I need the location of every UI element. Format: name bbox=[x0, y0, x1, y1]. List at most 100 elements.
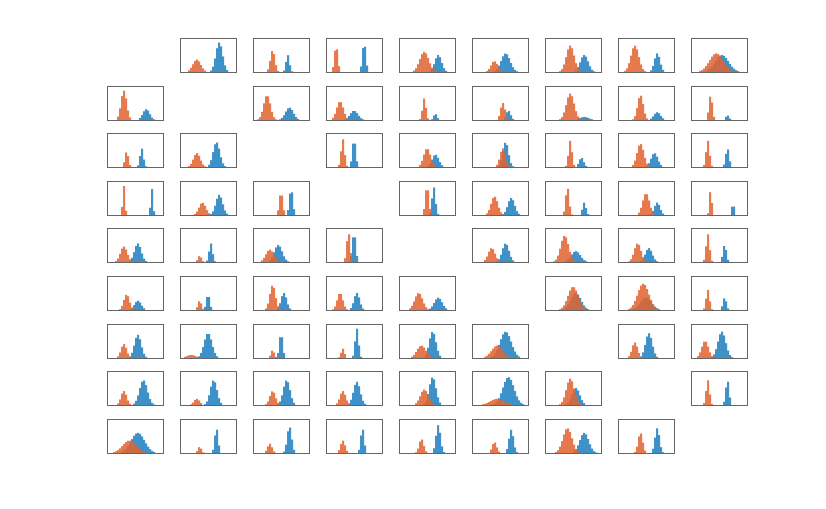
histogram-bar-series-a bbox=[703, 259, 706, 262]
histogram-cell-frame bbox=[618, 419, 675, 454]
histogram-bar-series-b bbox=[591, 119, 594, 120]
histogram-bar-series-b bbox=[723, 298, 726, 310]
histogram-cell-r4-c8 bbox=[618, 181, 675, 216]
histogram-bar-series-a bbox=[490, 351, 493, 358]
histogram-bar-series-b bbox=[656, 428, 659, 453]
histogram-bar-series-b bbox=[285, 444, 288, 453]
histogram-bar-series-a bbox=[196, 398, 199, 405]
histogram-cell-frame bbox=[107, 228, 164, 263]
histogram-bar-series-a bbox=[486, 355, 489, 358]
histogram-cell-r6-c2 bbox=[180, 276, 237, 311]
histogram-bar-series-b bbox=[135, 400, 138, 405]
histogram-bar-series-a bbox=[350, 253, 353, 262]
histogram-bar-series-a bbox=[196, 59, 199, 72]
histogram-bar-series-b bbox=[291, 71, 294, 72]
histogram-bar-series-a bbox=[707, 213, 710, 215]
histogram-bar-series-b bbox=[433, 64, 436, 72]
histogram-bar-series-a bbox=[129, 259, 132, 262]
histogram-cell-frame bbox=[326, 228, 383, 263]
histogram-bar-series-b bbox=[721, 306, 724, 310]
histogram-bar-series-a bbox=[711, 165, 714, 167]
histogram-bar-series-b bbox=[135, 433, 138, 453]
histogram-bar-series-a bbox=[640, 250, 643, 262]
histogram-bar-series-b bbox=[654, 353, 657, 358]
histogram-bar-series-b bbox=[508, 250, 511, 262]
histogram-bar-series-b bbox=[289, 65, 292, 72]
histogram-bar-series-b bbox=[731, 206, 734, 215]
histogram-bar-series-a bbox=[573, 55, 576, 72]
histogram-bar-series-a bbox=[433, 70, 436, 72]
histogram-bar-series-b bbox=[220, 46, 223, 72]
histogram-bar-series-b bbox=[433, 187, 436, 215]
histogram-bar-series-a bbox=[188, 70, 191, 72]
histogram-bar-series-a bbox=[344, 306, 347, 310]
histogram-bar-series-a bbox=[198, 301, 201, 310]
histogram-bar-series-b bbox=[360, 118, 363, 120]
histogram-bar-series-b bbox=[198, 356, 201, 358]
histogram-bar-series-a bbox=[273, 255, 276, 262]
histogram-bar-series-a bbox=[342, 348, 345, 358]
histogram-bar-series-b bbox=[275, 247, 278, 262]
histogram-bar-series-a bbox=[200, 160, 203, 167]
histogram-bar-series-b bbox=[352, 303, 355, 310]
histogram-bar-series-a bbox=[571, 438, 574, 453]
histogram-bar-series-a bbox=[267, 401, 270, 405]
histogram-bar-series-a bbox=[490, 400, 493, 405]
histogram-bar-series-b bbox=[149, 207, 152, 215]
histogram-bar-series-b bbox=[729, 118, 732, 120]
histogram-bar-series-b bbox=[727, 350, 730, 358]
histogram-bar-series-a bbox=[198, 256, 201, 262]
histogram-bar-series-a bbox=[421, 391, 424, 405]
histogram-bar-series-a bbox=[431, 402, 434, 405]
histogram-bar-series-b bbox=[656, 356, 659, 358]
histogram-bar-series-a bbox=[650, 207, 653, 215]
histogram-bar-series-a bbox=[198, 207, 201, 215]
histogram-cell-frame bbox=[326, 133, 383, 168]
histogram-bar-series-a bbox=[634, 45, 637, 72]
histogram-bar-series-b bbox=[352, 237, 355, 262]
histogram-bar-series-a bbox=[429, 154, 432, 167]
histogram-bar-series-a bbox=[636, 153, 639, 167]
histogram-bar-series-a bbox=[638, 290, 641, 310]
histogram-bar-series-b bbox=[289, 193, 292, 215]
histogram-bar-series-b bbox=[441, 302, 444, 310]
histogram-bar-series-a bbox=[581, 305, 584, 310]
histogram-bar-series-b bbox=[508, 336, 511, 358]
histogram-bar-series-a bbox=[567, 155, 570, 167]
histogram-bar-series-b bbox=[512, 346, 515, 358]
histogram-bar-series-a bbox=[338, 102, 341, 120]
histogram-bar-series-b bbox=[220, 402, 223, 405]
histogram-bar-series-a bbox=[632, 345, 635, 358]
histogram-bar-series-a bbox=[486, 403, 489, 405]
histogram-bar-series-a bbox=[271, 447, 274, 453]
histogram-bar-series-a bbox=[127, 110, 130, 120]
histogram-cell-frame bbox=[180, 419, 237, 454]
histogram-cell-frame bbox=[618, 86, 675, 121]
histogram-bar-series-a bbox=[496, 447, 499, 453]
histogram-bar-series-a bbox=[190, 354, 193, 358]
histogram-bar-series-b bbox=[293, 402, 296, 405]
histogram-bar-series-a bbox=[640, 144, 643, 167]
histogram-bar-series-a bbox=[707, 112, 710, 120]
histogram-cell-r1-c6 bbox=[472, 38, 529, 73]
histogram-bar-series-a bbox=[431, 160, 434, 167]
histogram-bar-series-b bbox=[435, 203, 438, 215]
histogram-bar-series-a bbox=[488, 353, 491, 358]
histogram-bar-series-b bbox=[579, 159, 582, 167]
histogram-bar-series-a bbox=[636, 295, 639, 310]
histogram-bar-series-a bbox=[579, 301, 582, 310]
histogram-bar-series-a bbox=[510, 404, 513, 405]
histogram-bar-series-a bbox=[632, 48, 635, 72]
histogram-bar-series-a bbox=[711, 260, 714, 262]
histogram-cell-frame bbox=[326, 86, 383, 121]
histogram-cell-r6-c9 bbox=[691, 276, 748, 311]
histogram-bar-series-b bbox=[441, 446, 444, 453]
histogram-bar-series-a bbox=[417, 400, 420, 405]
histogram-bar-series-b bbox=[433, 303, 436, 310]
histogram-bar-series-a bbox=[567, 428, 570, 453]
histogram-cell-r4-c7 bbox=[545, 181, 602, 216]
histogram-bar-series-a bbox=[196, 356, 199, 358]
histogram-bar-series-b bbox=[143, 111, 146, 120]
histogram-bar-series-a bbox=[640, 64, 643, 72]
